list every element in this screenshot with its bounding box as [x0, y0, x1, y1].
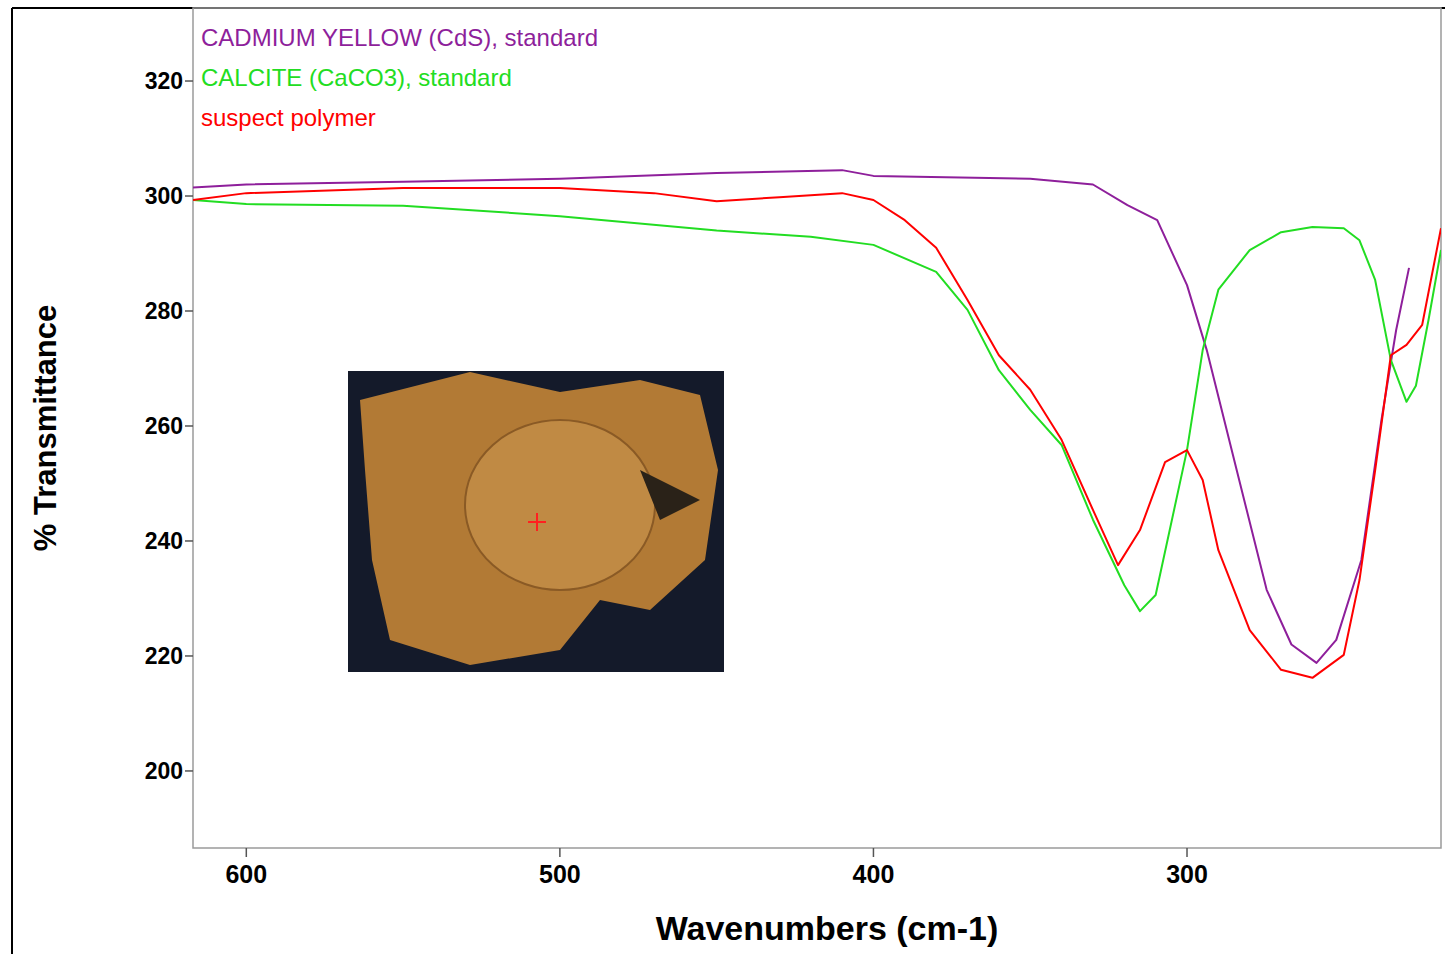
y-tick-label: 280 — [145, 298, 183, 324]
photo-sample — [360, 372, 718, 665]
x-tick-label: 300 — [1166, 860, 1208, 888]
legend: CADMIUM YELLOW (CdS), standard CALCITE (C… — [201, 24, 598, 131]
y-tick — [185, 80, 193, 82]
chart: 200 220 240 260 280 300 320 600 500 400 300 Wavenum… — [0, 0, 1445, 954]
inset-photo — [348, 371, 724, 672]
y-tick-label: 300 — [145, 183, 183, 209]
x-tick-label: 600 — [225, 860, 267, 888]
series-group — [193, 170, 1441, 678]
y-tick-label: 320 — [145, 68, 183, 94]
y-tick-label: 240 — [145, 528, 183, 554]
y-tick — [185, 540, 193, 542]
y-tick — [185, 310, 193, 312]
y-tick-label: 220 — [145, 643, 183, 669]
legend-entry: CADMIUM YELLOW (CdS), standard — [201, 24, 598, 51]
x-tick — [246, 848, 248, 857]
photo-crack — [640, 470, 700, 520]
plot-frame — [193, 8, 1441, 848]
legend-entry: suspect polymer — [201, 104, 376, 131]
y-tick — [185, 425, 193, 427]
y-tick — [185, 770, 193, 772]
legend-entry: CALCITE (CaCO3), standard — [201, 64, 512, 91]
x-axis-title: Wavenumbers (cm-1) — [656, 909, 999, 947]
series-line — [193, 188, 1441, 678]
photo-bg — [348, 371, 724, 672]
x-tick — [559, 848, 561, 857]
x-tick — [873, 848, 875, 857]
y-axis-title: % Transmittance — [28, 305, 63, 551]
photo-disc — [465, 420, 655, 590]
x-tick-label: 400 — [853, 860, 895, 888]
x-tick — [1186, 848, 1188, 857]
series-line — [193, 200, 1441, 611]
photo-cross — [536, 513, 538, 531]
y-tick-label: 200 — [145, 758, 183, 784]
x-tick-label: 500 — [539, 860, 581, 888]
y-tick — [185, 195, 193, 197]
series-line — [193, 170, 1409, 663]
outer-border — [11, 8, 13, 954]
y-tick-label: 260 — [145, 413, 183, 439]
y-tick — [185, 655, 193, 657]
